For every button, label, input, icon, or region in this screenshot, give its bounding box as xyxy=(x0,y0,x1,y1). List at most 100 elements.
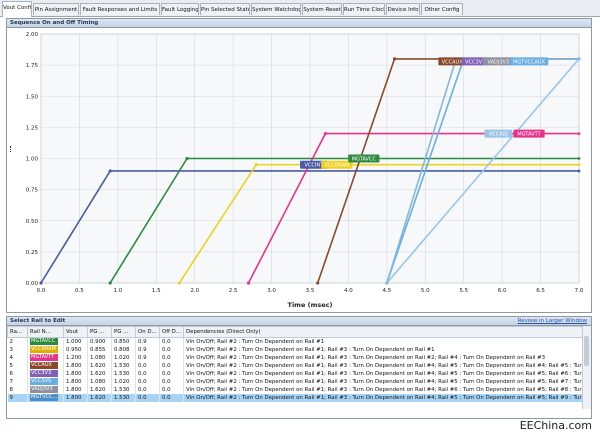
x-tick-label: 4.5 xyxy=(382,288,391,294)
column-header[interactable]: PG ... xyxy=(111,326,136,338)
table-row[interactable]: 3 VCCBRAM 0.950 0.855 0.808 0.9 0.0 Vin On/Off;… xyxy=(7,346,584,354)
table-cell-offd: 0.0 xyxy=(159,378,184,386)
tab-pin-selected-states[interactable]: Pin Selected States xyxy=(200,3,250,15)
x-tick-label: 7.0 xyxy=(575,288,584,294)
column-header[interactable]: Ra... xyxy=(7,326,28,338)
series-label-vccaux: VCCAUX xyxy=(442,59,463,65)
x-tick-label: 5.0 xyxy=(421,288,430,294)
table-cell-pg1: 1.080 xyxy=(87,354,112,362)
x-tick-label: 1.0 xyxy=(113,288,122,294)
table-cell-ond: 0.0 xyxy=(135,362,160,370)
table-row[interactable]: 8 VADJ3V3 1.800 1.620 1.530 0.0 0.0 Vin On/Off;… xyxy=(7,386,584,394)
rail-name-badge: VCCSVS xyxy=(30,378,58,385)
series-start-point xyxy=(385,281,389,285)
table-cell-pg1: 0.900 xyxy=(87,337,112,346)
tab-system-watchdog[interactable]: System Watchdog xyxy=(251,3,301,15)
series-end-point xyxy=(577,57,581,61)
table-cell-pg2: 1.530 xyxy=(111,370,136,378)
table-row[interactable]: 9 MGTVCC... 1.800 1.620 1.530 0.0 0.0 Vin On/Of… xyxy=(7,394,584,402)
table-cell-offd: 0.0 xyxy=(159,394,184,402)
rail-name-cell: MGTVCC... xyxy=(27,394,64,402)
x-tick-label: 4.0 xyxy=(344,288,353,294)
x-tick-label: 0.5 xyxy=(75,288,84,294)
table-cell-offd: 0.0 xyxy=(159,337,184,346)
series-ramp-point xyxy=(185,156,189,161)
scrollbar-thumb[interactable] xyxy=(584,336,589,366)
sequence-timing-title: Sequence On and Off Timing xyxy=(7,19,591,28)
rail-name-cell: MGTAVTT xyxy=(27,354,64,362)
series-label-box-vccadj xyxy=(484,129,513,138)
table-cell-pg2: 1.530 xyxy=(111,386,136,394)
tab-fault-responses-and-limits[interactable]: Fault Responses and Limits xyxy=(80,3,160,15)
x-tick-label: 0.0 xyxy=(37,288,46,294)
column-header[interactable]: Dependencies (Direct Only) xyxy=(183,326,584,338)
tab-pin-assignment[interactable]: Pin Assignment xyxy=(33,3,79,15)
table-cell-ond: 0.0 xyxy=(135,386,160,394)
table-cell-offd: 0.0 xyxy=(159,346,184,354)
splitter-handle[interactable] xyxy=(10,146,13,152)
tab-run-time-clock[interactable]: Run Time Clock xyxy=(343,3,385,15)
series-line-vcc3v3 xyxy=(386,58,465,284)
column-header[interactable]: On D... xyxy=(135,326,160,338)
series-label-box-vccint xyxy=(300,160,328,169)
table-cell-pg1: 1.620 xyxy=(87,386,112,394)
rail-table-scrollbar[interactable] xyxy=(582,326,591,409)
series-start-point xyxy=(316,281,320,285)
table-cell-offd: 0.0 xyxy=(159,362,184,370)
table-cell-deps: Vin On/Off; Rail #2 : Turn On Dependent … xyxy=(183,362,584,370)
rail-name-badge: VCCAUX xyxy=(30,362,58,369)
table-cell-ra: 5 xyxy=(7,362,28,370)
table-cell-ond: 0.9 xyxy=(135,337,160,346)
rail-edit-panel: Select Rail to Edit Review in Larger Win… xyxy=(6,316,592,419)
x-tick-label: 5.5 xyxy=(459,288,468,294)
table-cell-pg1: 1.620 xyxy=(87,362,112,370)
watermark: EEChina.com xyxy=(519,419,592,432)
rail-name-badge: VADJ3V3 xyxy=(30,386,58,393)
table-cell-ra: 2 xyxy=(7,337,28,346)
column-header[interactable]: Vout xyxy=(63,326,88,338)
series-label-mgtavtt: MGTAVTT xyxy=(517,132,541,138)
tab-vout-config[interactable]: Vout Config xyxy=(2,1,32,17)
tab-device-info[interactable]: Device Info xyxy=(386,3,420,15)
series-start-point xyxy=(39,281,43,285)
rail-name-badge: MGTAVCC xyxy=(30,338,58,345)
y-tick-label: 1.75 xyxy=(26,63,39,69)
table-cell-ra: 3 xyxy=(7,346,28,354)
series-ramp-point xyxy=(392,57,397,61)
series-label-box-mgtavtt xyxy=(513,129,545,138)
series-label-vccadj: VCCADJ xyxy=(489,132,508,138)
y-tick-label: 0.50 xyxy=(26,219,39,225)
column-header[interactable]: Off D... xyxy=(159,326,184,338)
table-cell-pg2: 1.530 xyxy=(111,362,136,370)
column-header[interactable]: Rail N... xyxy=(27,326,64,338)
y-tick-label: 0.00 xyxy=(26,281,39,287)
table-cell-ra: 4 xyxy=(7,354,28,362)
x-tick-label: 3.5 xyxy=(306,288,315,294)
series-label-box-vccaux xyxy=(438,57,466,66)
column-header[interactable]: PG ... xyxy=(87,326,112,338)
table-row[interactable]: 7 VCCSVS 1.800 1.080 1.020 0.0 0.0 Vin On/Off; … xyxy=(7,378,584,386)
series-label-vccbram: VCCBRAM xyxy=(324,163,349,169)
table-cell-offd: 0.0 xyxy=(159,386,184,394)
table-row[interactable]: 5 VCCAUX 1.800 1.620 1.530 0.0 0.0 Vin On/Off; … xyxy=(7,362,584,370)
series-line-vadj xyxy=(386,58,580,284)
table-row[interactable]: 4 MGTAVTT 1.200 1.080 1.020 0.9 0.0 Vin On/Off;… xyxy=(7,354,584,362)
rail-edit-title: Select Rail to Edit xyxy=(7,317,591,326)
series-label-vccint: VCCINT xyxy=(305,163,325,169)
table-row[interactable]: 2 MGTAVCC 1.000 0.900 0.850 0.9 0.0 Vin On/Off;… xyxy=(7,337,584,346)
table-row[interactable]: 6 VCC3V3 1.800 1.620 1.530 0.0 0.0 Vin On/Off; … xyxy=(7,370,584,378)
table-cell-deps: Vin On/Off; Rail #2 : Turn On Dependent … xyxy=(183,370,584,378)
tab-fault-logging[interactable]: Fault Logging xyxy=(161,3,199,15)
table-cell-ond: 0.9 xyxy=(135,346,160,354)
x-tick-label: 2.5 xyxy=(229,288,238,294)
x-tick-label: 2.0 xyxy=(190,288,199,294)
review-larger-window-link[interactable]: Review in Larger Window xyxy=(517,318,587,324)
tab-system-reset[interactable]: System Reset xyxy=(302,3,342,15)
series-start-point xyxy=(108,281,112,285)
rail-table: Ra... Rail N... Vout PG ... PG ... On D... Off… xyxy=(7,326,584,402)
series-end-point xyxy=(577,163,581,167)
table-cell-vout: 1.800 xyxy=(63,362,88,370)
tab-other-config[interactable]: Other Config xyxy=(421,3,463,15)
table-cell-pg2: 1.020 xyxy=(111,378,136,386)
table-cell-ond: 0.0 xyxy=(135,394,160,402)
